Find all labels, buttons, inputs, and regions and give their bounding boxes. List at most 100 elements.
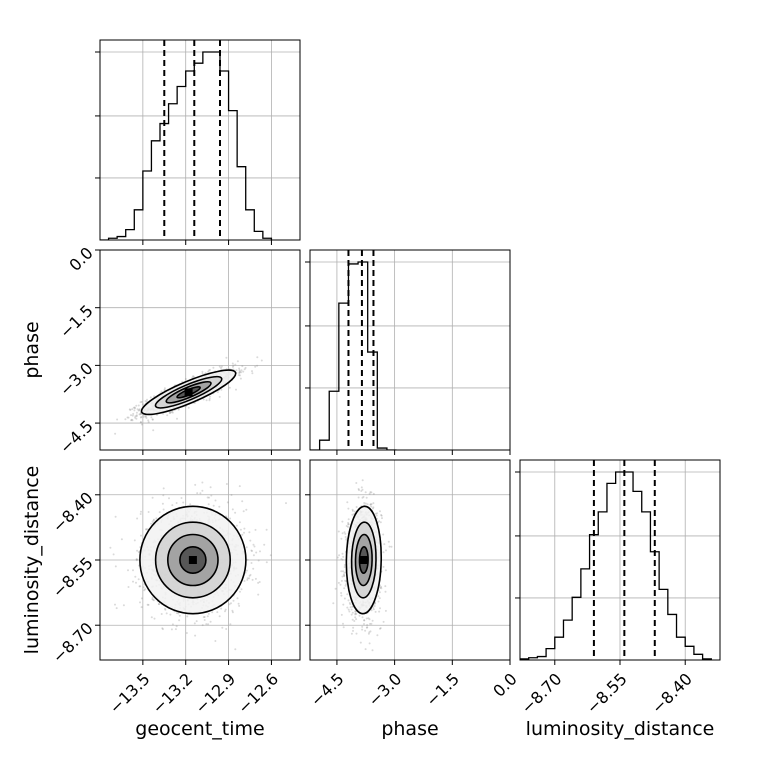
scatter-point <box>144 415 147 418</box>
scatter-point <box>201 489 204 492</box>
scatter-point <box>134 415 137 418</box>
scatter-point <box>216 611 219 614</box>
scatter-point <box>135 581 137 584</box>
scatter-point <box>249 573 252 576</box>
scatter-point <box>163 389 166 391</box>
scatter-point <box>242 510 245 513</box>
scatter-point <box>369 503 372 506</box>
scatter-point <box>362 495 365 498</box>
scatter-point <box>161 628 164 631</box>
scatter-point <box>147 421 150 424</box>
scatter-point <box>246 578 249 581</box>
scatter-point <box>128 408 131 411</box>
scatter-point <box>345 525 348 527</box>
scatter-point <box>207 612 210 615</box>
scatter-point <box>114 515 117 518</box>
scatter-point <box>140 597 143 600</box>
scatter-point <box>250 562 253 564</box>
scatter-point <box>192 375 195 378</box>
scatter-point <box>364 502 367 505</box>
scatter-point <box>373 605 376 607</box>
scatter-point <box>152 519 155 522</box>
scatter-point <box>234 648 237 651</box>
scatter-point <box>340 570 343 573</box>
scatter-point <box>342 573 345 576</box>
scatter-point <box>142 415 145 418</box>
scatter-panel-geocent_time-vs-luminosity_distance <box>95 459 301 665</box>
scatter-point <box>258 581 261 583</box>
scatter-point <box>120 538 123 541</box>
scatter-point <box>355 482 358 484</box>
scatter-point <box>134 575 137 578</box>
scatter-point <box>155 517 158 520</box>
scatter-point <box>379 510 381 513</box>
scatter-point <box>248 531 251 534</box>
scatter-point <box>364 491 367 494</box>
scatter-point <box>164 607 166 610</box>
scatter-point <box>378 520 381 523</box>
scatter-point <box>133 406 136 409</box>
scatter-point <box>211 611 214 614</box>
x-tick-label: −8.55 <box>583 669 631 717</box>
scatter-point <box>208 397 211 400</box>
scatter-point <box>146 603 149 606</box>
scatter-point <box>209 395 211 398</box>
scatter-point <box>352 629 354 632</box>
scatter-point <box>231 362 234 365</box>
scatter-point <box>207 503 210 506</box>
scatter-point <box>164 608 167 611</box>
scatter-point <box>243 527 246 530</box>
scatter-point <box>352 626 355 629</box>
scatter-point <box>256 364 259 367</box>
scatter-point <box>342 570 344 573</box>
scatter-point <box>175 625 178 628</box>
x-tick-label: −1.5 <box>422 669 463 710</box>
scatter-point <box>366 626 369 629</box>
scatter-point <box>178 619 181 622</box>
scatter-point <box>251 550 253 552</box>
scatter-point <box>152 429 155 432</box>
scatter-point <box>360 486 363 489</box>
scatter-point <box>228 603 231 606</box>
scatter-point <box>342 555 345 558</box>
scatter-point <box>150 522 153 525</box>
scatter-point <box>234 363 237 366</box>
scatter-point <box>374 610 377 613</box>
scatter-point <box>366 624 369 626</box>
scatter-point <box>337 581 340 584</box>
scatter-point <box>184 378 187 380</box>
scatter-point <box>379 607 381 610</box>
y-tick-label: −8.55 <box>49 553 97 601</box>
scatter-point <box>340 594 343 597</box>
scatter-point <box>341 520 344 523</box>
scatter-point <box>201 370 204 373</box>
scatter-point <box>347 523 350 526</box>
y-tick-label: −1.5 <box>56 301 97 342</box>
scatter-point <box>165 612 168 615</box>
scatter-point <box>244 366 247 369</box>
scatter-point <box>257 593 260 596</box>
scatter-point <box>139 421 142 424</box>
scatter-point <box>178 614 181 617</box>
scatter-point <box>350 608 353 611</box>
scatter-point <box>251 370 253 373</box>
scatter-point <box>218 505 221 508</box>
scatter-point <box>384 569 387 572</box>
scatter-point <box>343 587 346 590</box>
scatter-point <box>340 537 343 540</box>
scatter-point <box>228 386 231 389</box>
scatter-point <box>162 494 165 497</box>
scatter-point <box>344 536 347 538</box>
scatter-point <box>246 577 249 580</box>
scatter-point <box>135 559 138 562</box>
scatter-point <box>135 414 138 417</box>
scatter-point <box>241 500 244 503</box>
scatter-point <box>239 528 242 531</box>
scatter-point <box>201 481 204 484</box>
scatter-point <box>174 628 177 631</box>
scatter-point <box>218 365 221 368</box>
scatter-point <box>384 590 387 593</box>
scatter-point <box>383 543 386 546</box>
scatter-point <box>139 513 142 515</box>
scatter-point <box>127 586 130 588</box>
